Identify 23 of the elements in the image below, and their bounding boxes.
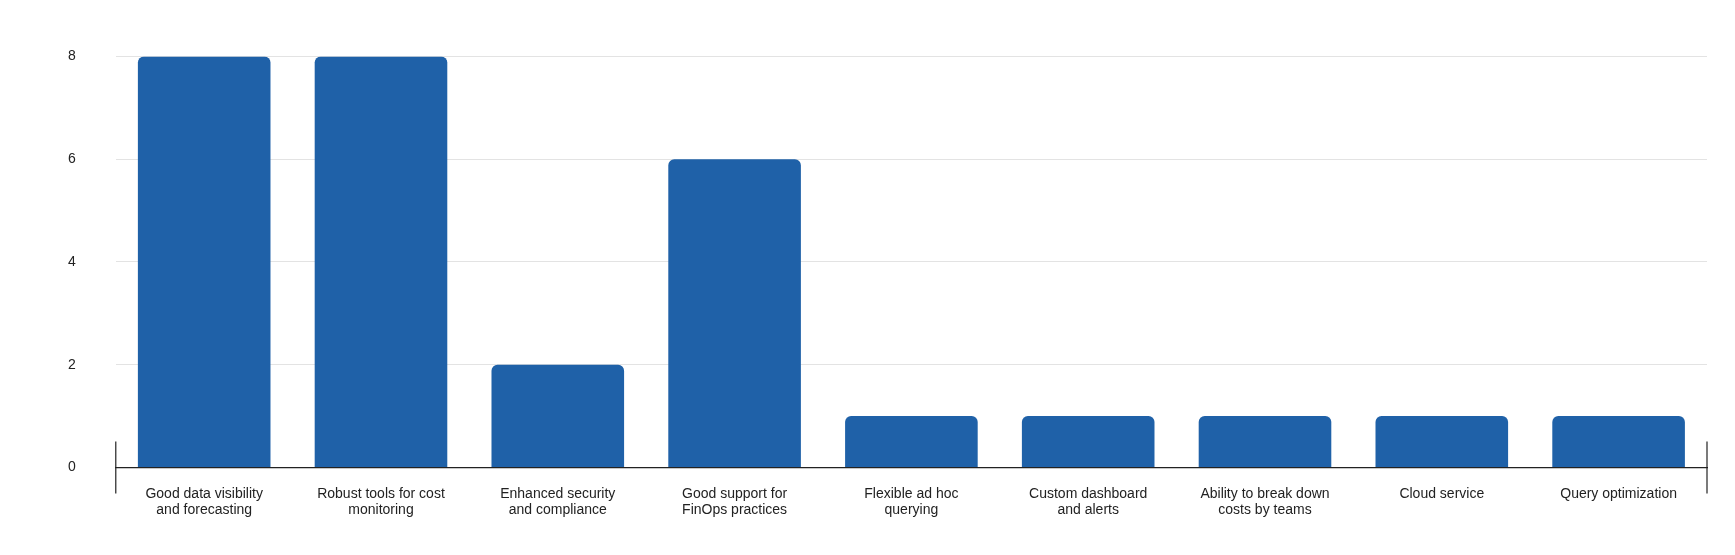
y-tick-label: 2 bbox=[67, 355, 76, 372]
x-tick-label: Flexible ad hoc querying bbox=[864, 484, 959, 518]
y-tick-label: 8 bbox=[67, 47, 76, 64]
x-tick-label: Query optimization bbox=[1560, 484, 1677, 501]
x-tick-label: Good data visibility and forecasting bbox=[145, 484, 263, 518]
bar bbox=[1021, 416, 1155, 467]
y-tick-label: 0 bbox=[67, 458, 76, 475]
bar bbox=[314, 56, 448, 467]
bar bbox=[845, 416, 978, 467]
y-tick-label: 4 bbox=[67, 252, 76, 269]
bar bbox=[491, 364, 625, 467]
y-tick-label: 6 bbox=[67, 150, 76, 167]
bar bbox=[1375, 416, 1509, 467]
x-tick-label: Ability to break down costs by teams bbox=[1200, 484, 1330, 518]
x-tick-label: Robust tools for cost monitoring bbox=[317, 484, 445, 518]
x-tick-label: Cloud service bbox=[1399, 484, 1485, 501]
x-tick-label: Enhanced security and compliance bbox=[500, 484, 616, 518]
bar bbox=[137, 56, 271, 467]
x-tick-label: Custom dashboard and alerts bbox=[1029, 484, 1148, 518]
bar bbox=[1198, 416, 1332, 467]
x-tick-label: Good support for FinOps practices bbox=[682, 484, 788, 518]
bar bbox=[1552, 416, 1685, 467]
bar bbox=[668, 159, 801, 467]
